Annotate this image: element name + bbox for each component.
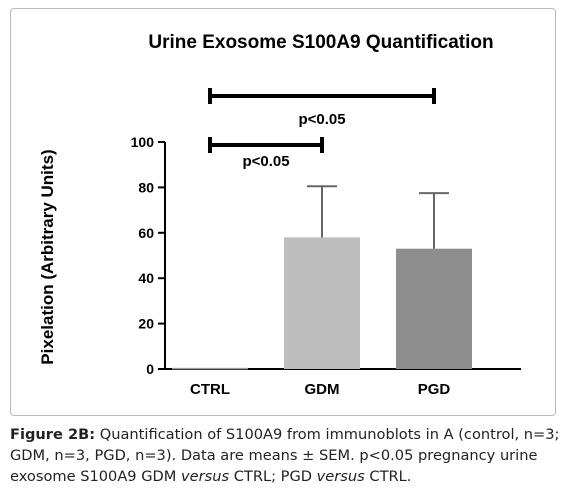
y-axis-label: Pixelation (Arbitrary Units): [38, 149, 57, 364]
bar-chart: Urine Exosome S100A9 Quantification Pixel…: [38, 32, 521, 398]
x-tick-label-pgd: PGD: [418, 381, 451, 398]
y-tick-label: 40: [138, 270, 154, 286]
y-tick-label: 0: [146, 361, 154, 377]
bar-ctrl: [172, 367, 248, 370]
caption-text: Quantification of S100A9 from immunoblot…: [10, 426, 560, 485]
x-tick-label-ctrl: CTRL: [190, 381, 230, 398]
caption-italic-versus: versus: [316, 468, 365, 485]
chart-panel: Urine Exosome S100A9 Quantification Pixel…: [10, 8, 556, 416]
caption-text: CTRL.: [364, 468, 412, 485]
y-tick-label: 100: [131, 134, 155, 150]
bar-pgd: [396, 248, 472, 369]
chart-title: Urine Exosome S100A9 Quantification: [148, 32, 493, 53]
y-tick-label: 60: [138, 225, 154, 241]
caption-italic-versus: versus: [181, 468, 230, 485]
x-tick-label-gdm: GDM: [305, 381, 340, 398]
y-tick-label: 80: [138, 179, 154, 195]
significance-label: p<0.05: [298, 111, 345, 128]
figure-caption: Figure 2B: Quantification of S100A9 from…: [10, 424, 562, 487]
y-tick-label: 20: [138, 316, 154, 332]
bar-gdm: [284, 237, 360, 369]
caption-text: CTRL; PGD: [229, 468, 317, 485]
significance-label: p<0.05: [242, 153, 289, 170]
caption-label: Figure 2B:: [10, 426, 96, 443]
